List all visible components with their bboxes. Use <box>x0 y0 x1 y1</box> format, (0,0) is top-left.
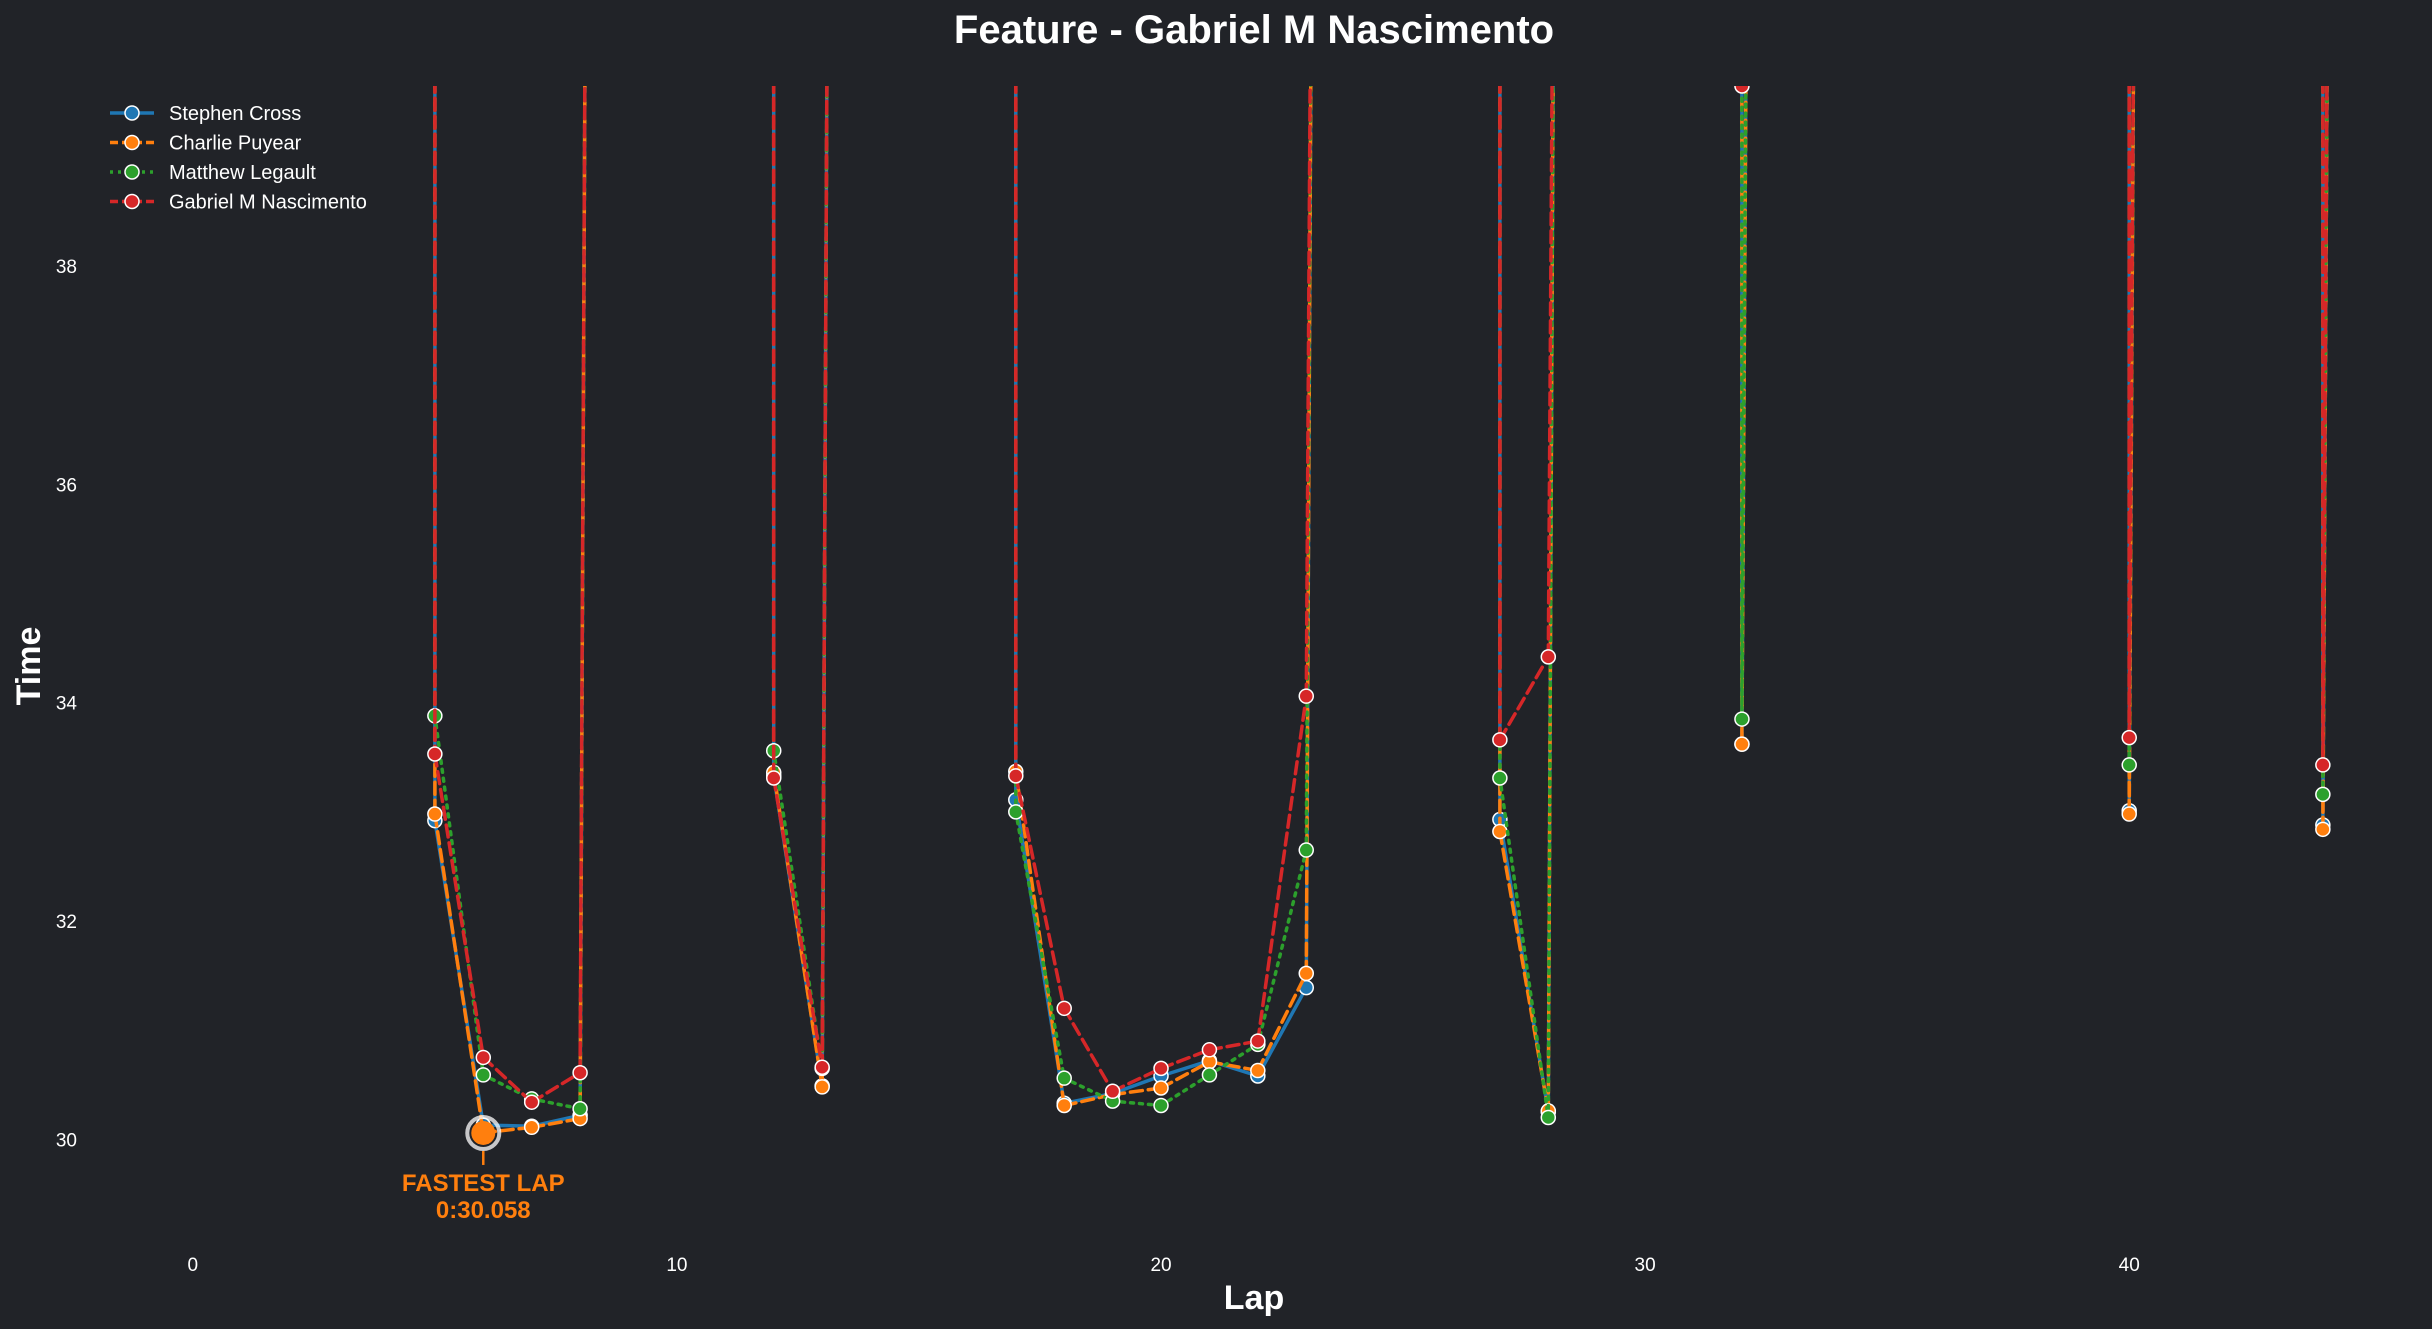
legend-item: Charlie Puyear <box>110 133 302 155</box>
legend-label: Gabriel M Nascimento <box>169 192 367 214</box>
legend: Stephen Cross Charlie Puyear Matthew Legau… <box>110 103 367 214</box>
data-point <box>1540 649 1557 665</box>
series-line <box>433 86 2329 1104</box>
data-point <box>1153 1060 1169 1077</box>
data-point <box>475 1067 492 1083</box>
fastest-lap-time: 0:30.058 <box>436 1197 531 1224</box>
data-point <box>1201 1067 1218 1083</box>
data-point <box>2315 786 2331 803</box>
data-point <box>2121 806 2137 822</box>
data-point <box>572 1100 588 1117</box>
x-axis-ticks: 0 10 20 30 40 <box>188 1255 2140 1276</box>
legend-item: Matthew Legault <box>110 162 316 184</box>
data-point <box>1056 1000 1072 1017</box>
data-point <box>2315 757 2331 773</box>
data-point <box>1153 1080 1169 1096</box>
data-point <box>1540 1109 1557 1126</box>
legend-swatch-marker <box>124 164 140 180</box>
data-point <box>814 1079 830 1095</box>
y-axis-ticks: 30 32 34 36 38 <box>56 257 78 1151</box>
legend-swatch-marker <box>124 134 140 151</box>
x-tick-label: 30 <box>1635 1255 1656 1276</box>
data-point <box>1056 1097 1072 1114</box>
legend-label: Matthew Legault <box>169 162 316 184</box>
data-point <box>1250 1033 1266 1049</box>
y-tick-label: 32 <box>56 912 77 933</box>
x-tick-label: 0 <box>188 1255 199 1276</box>
legend-label: Charlie Puyear <box>169 133 302 155</box>
y-axis-label: Time <box>10 627 48 706</box>
x-tick-label: 10 <box>666 1255 687 1276</box>
data-point <box>1734 711 1750 727</box>
data-point <box>523 1094 540 1110</box>
data-point <box>1298 842 1315 858</box>
data-point <box>1153 1097 1169 1114</box>
series-3 <box>427 86 2331 1110</box>
y-tick-label: 34 <box>56 694 78 715</box>
legend-label: Stephen Cross <box>169 103 301 125</box>
data-point <box>1056 1070 1072 1086</box>
legend-item: Gabriel M Nascimento <box>110 192 367 214</box>
data-point <box>1008 804 1024 820</box>
data-point <box>1250 1062 1266 1079</box>
data-point <box>1008 768 1024 784</box>
x-axis-label: Lap <box>1224 1279 1284 1317</box>
data-point <box>427 806 443 822</box>
x-tick-label: 20 <box>1150 1255 1171 1276</box>
x-tick-label: 40 <box>2119 1255 2140 1276</box>
data-point <box>1492 823 1508 840</box>
fastest-lap-marker <box>471 1120 496 1145</box>
data-point <box>572 1064 588 1081</box>
data-point <box>1734 736 1750 752</box>
data-point <box>1298 965 1315 982</box>
data-point <box>2121 757 2137 773</box>
legend-item: Stephen Cross <box>110 103 301 125</box>
data-point <box>523 1119 540 1136</box>
data-point <box>1734 86 1750 94</box>
legend-swatch-marker <box>124 193 140 210</box>
y-tick-label: 38 <box>56 257 77 278</box>
data-point <box>427 746 443 762</box>
data-point <box>2315 821 2331 838</box>
legend-swatch-marker <box>124 105 140 121</box>
fastest-lap-halo <box>465 1114 502 1151</box>
data-point <box>1492 770 1508 786</box>
data-point <box>1104 1083 1121 1100</box>
data-point <box>2121 729 2137 746</box>
fastest-lap-annotation: FASTEST LAP 0:30.058 <box>402 1114 565 1224</box>
fastest-lap-label: FASTEST LAP <box>402 1170 565 1197</box>
data-point <box>475 1049 492 1066</box>
y-tick-label: 36 <box>56 475 77 496</box>
data-point <box>1492 732 1508 748</box>
chart-title: Feature - Gabriel M Nascimento <box>954 8 1554 52</box>
data-point <box>765 770 782 786</box>
data-point <box>814 1059 830 1076</box>
y-tick-label: 30 <box>56 1130 77 1151</box>
data-point <box>1298 688 1315 704</box>
data-point <box>1201 1042 1218 1058</box>
series-layer <box>427 86 2331 1141</box>
